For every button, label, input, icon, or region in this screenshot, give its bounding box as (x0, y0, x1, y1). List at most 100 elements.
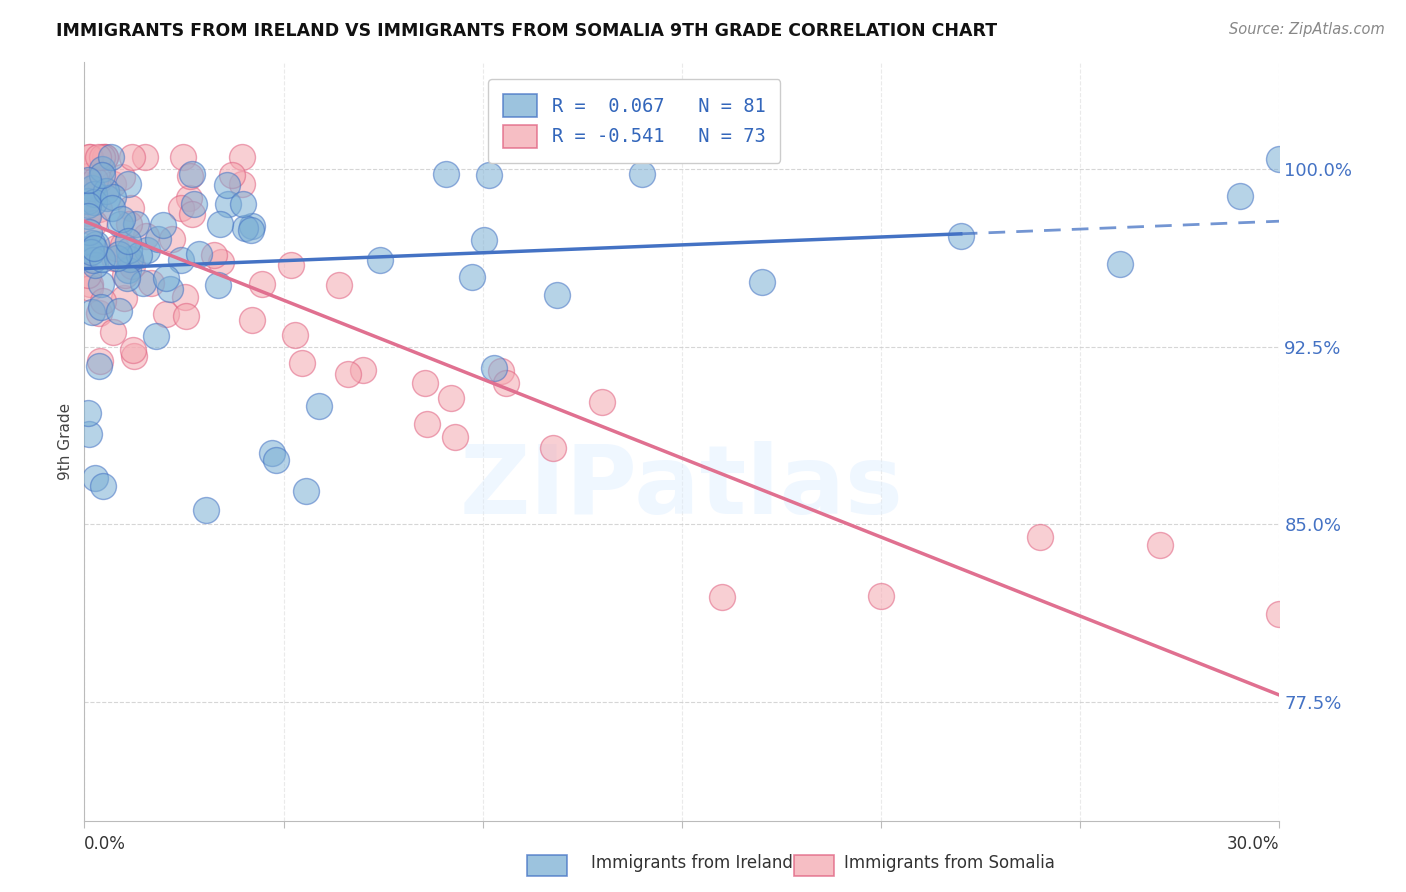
Point (100, 150, 122, 164)
Point (336, 367, 359, 381)
Point (235, 221, 257, 235)
Point (101, 178, 124, 192)
Point (83, 216, 105, 230)
Point (543, 441, 565, 455)
Point (103, 190, 125, 204)
Point (117, 234, 139, 248)
Point (478, 168, 501, 182)
Point (84, 236, 107, 251)
Point (416, 417, 439, 432)
Point (181, 167, 204, 181)
Point (134, 150, 156, 164)
Point (495, 376, 517, 390)
Point (482, 361, 505, 376)
Point (77, 206, 100, 220)
Point (231, 150, 253, 164)
Point (217, 197, 239, 211)
Point (489, 364, 512, 378)
Point (195, 503, 218, 517)
Point (870, 589, 893, 603)
Point (173, 290, 195, 304)
Point (631, 167, 654, 181)
Point (202, 248, 225, 262)
Point (77, 242, 100, 256)
Point (209, 254, 232, 268)
Point (207, 277, 229, 292)
Point (83, 195, 105, 210)
Point (87, 306, 110, 320)
Point (89, 172, 111, 186)
Point (117, 270, 139, 285)
Point (221, 168, 243, 182)
Point (155, 271, 177, 285)
Text: Immigrants from Ireland: Immigrants from Ireland (591, 855, 793, 872)
Text: IMMIGRANTS FROM IRELAND VS IMMIGRANTS FROM SOMALIA 9TH GRADE CORRELATION CHART: IMMIGRANTS FROM IRELAND VS IMMIGRANTS FR… (56, 22, 997, 40)
Point (96, 191, 118, 205)
Point (114, 268, 136, 282)
Point (105, 241, 128, 255)
Point (91, 294, 114, 309)
Point (80, 235, 103, 250)
Point (96, 184, 118, 198)
Point (128, 248, 150, 262)
Point (103, 251, 125, 265)
Point (152, 219, 174, 233)
Point (77, 173, 100, 187)
Point (117, 178, 139, 192)
Y-axis label: 9th Grade: 9th Grade (58, 403, 73, 480)
Point (240, 313, 263, 327)
Point (159, 282, 181, 296)
Point (118, 217, 141, 231)
Point (183, 196, 205, 211)
Point (177, 191, 200, 205)
Point (444, 430, 467, 444)
Point (122, 349, 145, 363)
Point (472, 234, 495, 248)
Point (118, 252, 141, 266)
Point (1268, 607, 1291, 621)
Point (413, 376, 436, 390)
Point (308, 399, 330, 413)
Point (280, 258, 302, 272)
Point (87, 359, 110, 373)
Point (169, 252, 191, 267)
Point (90, 168, 112, 182)
Text: ZIPatlas: ZIPatlas (460, 441, 904, 533)
Point (264, 453, 287, 467)
Point (77, 243, 100, 257)
Point (117, 262, 139, 277)
Point (232, 196, 254, 211)
Point (108, 217, 131, 231)
Point (440, 391, 463, 405)
Point (215, 178, 238, 193)
Point (240, 219, 263, 233)
Point (434, 167, 457, 181)
Point (101, 325, 124, 339)
Point (328, 277, 350, 292)
Point (83, 187, 105, 202)
Point (118, 252, 141, 266)
Point (231, 178, 253, 192)
Point (111, 169, 134, 184)
Point (1109, 256, 1132, 270)
Point (90, 150, 112, 164)
Point (82, 253, 104, 268)
Point (83, 241, 105, 255)
Point (132, 276, 155, 290)
Text: 30.0%: 30.0% (1227, 835, 1279, 853)
Point (82, 304, 104, 318)
Point (209, 217, 232, 231)
Point (90, 277, 112, 291)
Point (94, 150, 117, 164)
Point (145, 329, 167, 343)
Point (1268, 153, 1291, 167)
Point (155, 307, 177, 321)
Point (710, 590, 733, 604)
Point (79, 281, 101, 295)
Point (120, 201, 142, 215)
Point (77, 225, 100, 239)
Point (751, 275, 773, 289)
Point (91, 479, 114, 493)
Point (135, 229, 157, 244)
Point (118, 243, 141, 257)
